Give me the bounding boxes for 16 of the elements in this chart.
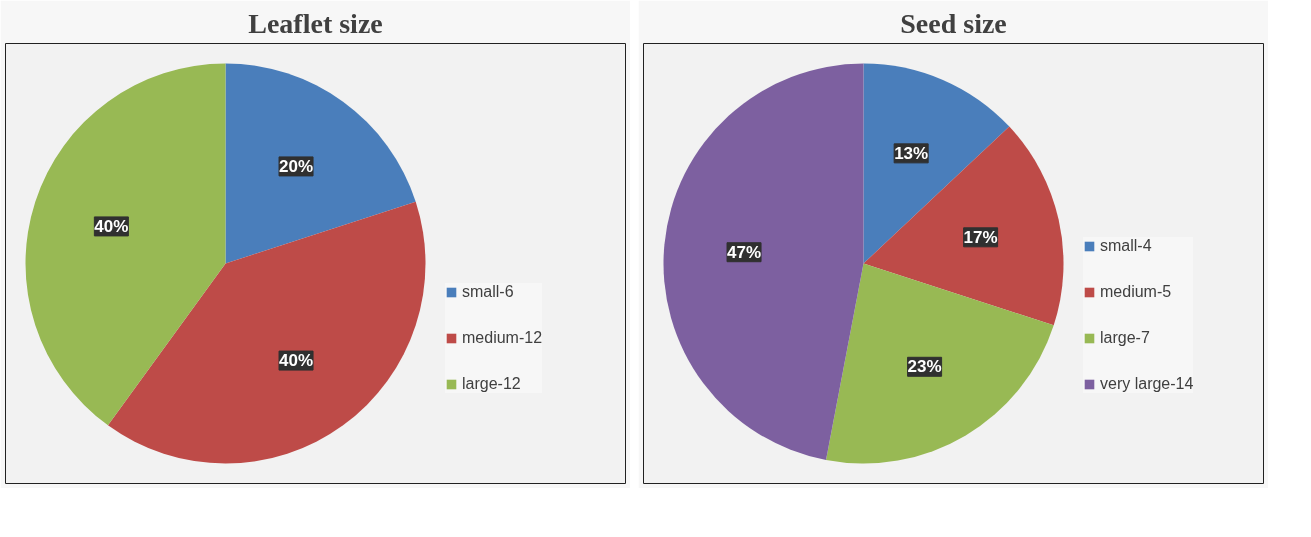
legend-label: medium-5 [1100,283,1172,301]
chart-title: Leaflet size [248,7,383,39]
legend-label: medium-12 [462,329,543,347]
legend-label: large-12 [462,375,521,393]
legend-label: very large-14 [1100,375,1194,393]
data-label: 40% [279,351,314,371]
legend-label: small-4 [1100,237,1152,255]
legend-label: large-7 [1100,329,1150,347]
data-label: 40% [94,216,129,236]
data-label: 47% [727,242,762,262]
data-label: 20% [279,156,314,176]
chart-title: Seed size [900,7,1007,39]
legend-label: small-6 [462,283,514,301]
data-label: 17% [963,227,998,247]
data-label: 13% [894,143,929,163]
data-label: 23% [907,357,942,377]
